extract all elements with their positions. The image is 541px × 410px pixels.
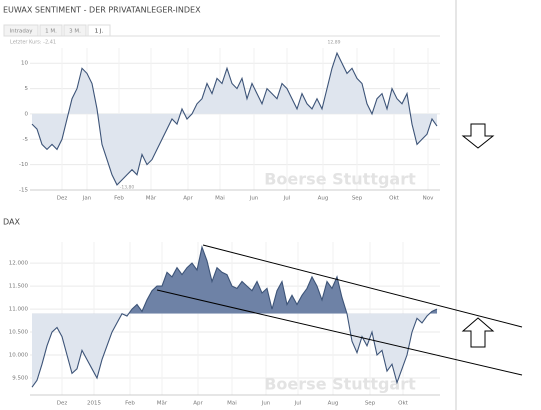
watermark: Boerse Stuttgart <box>264 375 416 394</box>
y-tick-label: 11.500 <box>9 284 29 290</box>
y-tick-label: -5 <box>23 137 29 143</box>
x-tick-label: Mär <box>146 196 157 202</box>
x-tick-label: Okt <box>389 196 400 202</box>
y-tick-label: 10 <box>21 61 28 67</box>
tab-label[interactable]: 3 M. <box>69 29 81 35</box>
x-tick-label: Aug <box>328 401 339 407</box>
x-tick-label: 2015 <box>87 401 101 407</box>
up-arrow <box>461 317 495 348</box>
x-tick-label: Jun <box>249 196 259 202</box>
y-tick-label: 10.500 <box>9 330 29 336</box>
x-tick-label: Okt <box>398 401 409 407</box>
x-tick-label: Apr <box>193 401 203 407</box>
area-below <box>32 113 437 185</box>
chart: Intraday 1 M. 3 M. 1 J. Letzter Kurs: -2,41 1… <box>3 24 440 202</box>
last-price: Letzter Kurs: -2,41 <box>10 40 56 46</box>
annotation: 12,89 <box>328 40 341 46</box>
x-tick-label: Jul <box>294 401 302 407</box>
trend-line <box>156 289 523 376</box>
x-tick-label: Sep <box>352 196 363 202</box>
x-tick-label: Nov <box>423 196 434 202</box>
y-tick-label: 12.000 <box>9 261 29 267</box>
y-tick-label: 11.000 <box>9 307 29 313</box>
chart-title: EUWAX SENTIMENT - DER PRIVATANLEGER-INDE… <box>3 6 201 15</box>
y-tick-label: -10 <box>19 162 28 168</box>
x-tick-label: Sep <box>365 401 376 407</box>
annotation: -13,80 <box>120 185 135 191</box>
chart: 12.000 11.500 11.000 10.500 10.000 9.500 Dez 20… <box>9 242 440 407</box>
line <box>31 51 438 186</box>
x-tick-label: Dez <box>57 196 68 202</box>
y-tick-label: 5 <box>25 86 29 92</box>
x-tick-label: Jul <box>283 196 291 202</box>
down-arrow <box>461 123 495 149</box>
area-above <box>128 247 437 314</box>
trend-line <box>202 244 523 328</box>
tab-label[interactable]: 1 M. <box>45 29 57 35</box>
x-tick-label: Mär <box>157 401 168 407</box>
x-tick-label: Feb <box>125 401 135 407</box>
watermark: Boerse Stuttgart <box>264 170 416 189</box>
x-tick-label: Apr <box>183 196 193 202</box>
tab-label[interactable]: Intraday <box>9 29 33 35</box>
y-tick-label: 9.500 <box>12 376 28 382</box>
y-tick-label: 10.000 <box>9 353 29 359</box>
y-tick-label: -15 <box>19 188 28 194</box>
x-tick-label: Aug <box>318 196 329 202</box>
x-tick-label: Mai <box>227 401 237 407</box>
x-tick-label: Mai <box>215 196 225 202</box>
x-tick-label: Feb <box>114 196 124 202</box>
x-tick-label: Jun <box>261 401 271 407</box>
chart-title: DAX <box>3 218 20 227</box>
line <box>31 245 438 388</box>
tab-label[interactable]: 1 J. <box>95 29 104 35</box>
x-tick-label: Jan <box>82 196 92 202</box>
x-tick-label: Dez <box>57 401 68 407</box>
y-tick-label: 0 <box>25 111 29 117</box>
